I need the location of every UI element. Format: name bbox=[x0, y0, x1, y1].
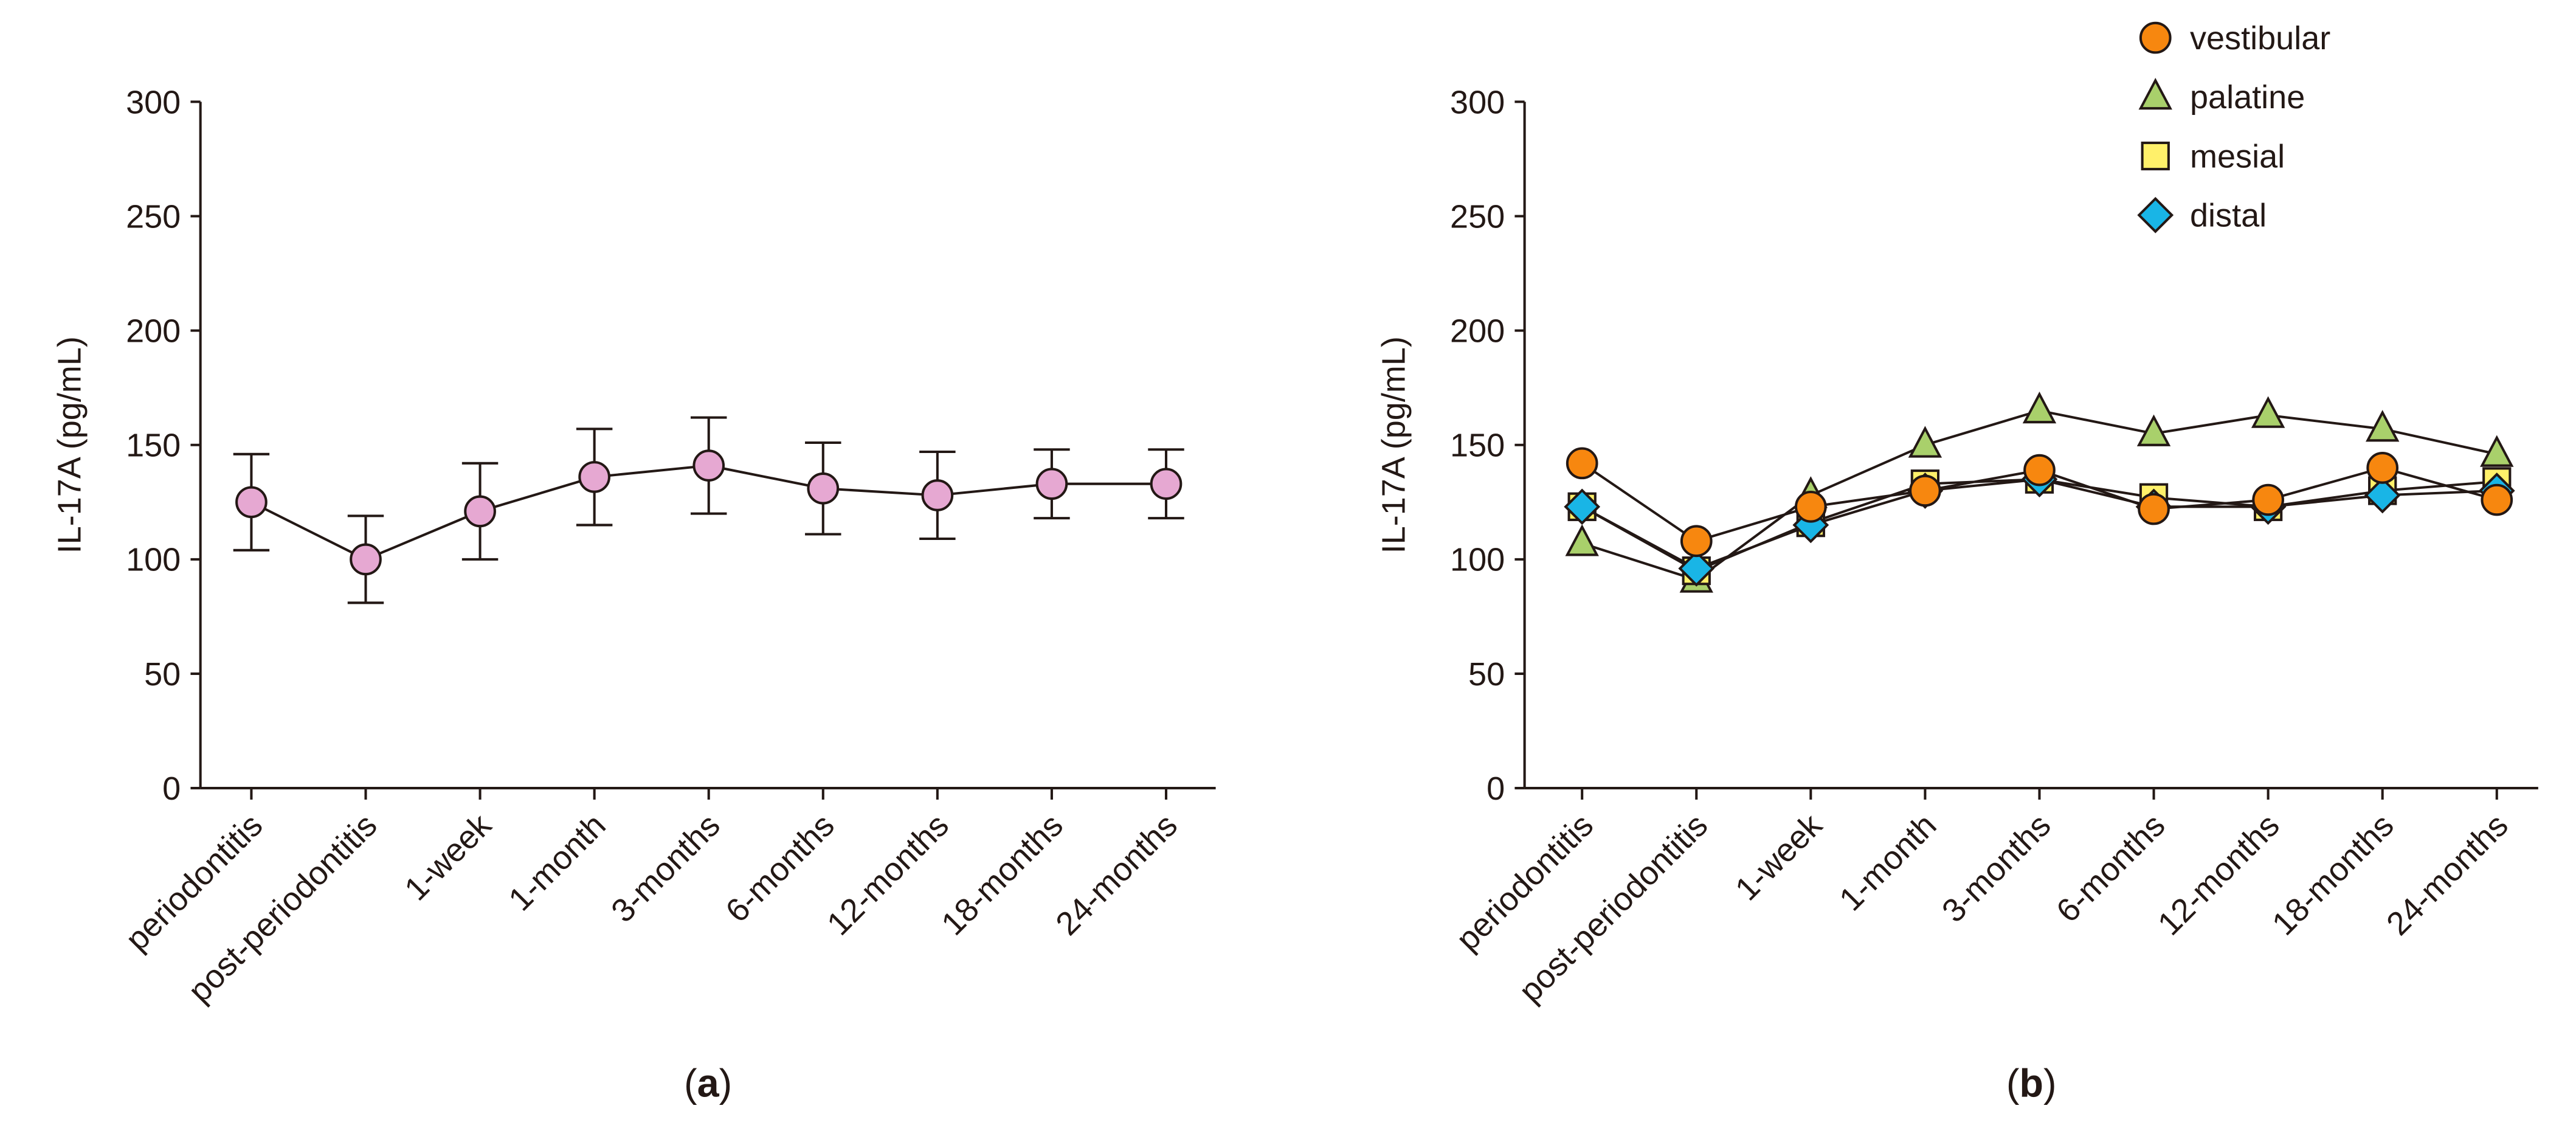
x-tick-label: 12-months bbox=[820, 807, 956, 943]
vestibular-point bbox=[1566, 447, 1598, 480]
series-mean bbox=[233, 416, 1184, 604]
y-axis-label: IL-17A (pg/mL) bbox=[51, 336, 88, 553]
y-tick-label: 150 bbox=[1450, 427, 1505, 464]
y-axis-label: IL-17A (pg/mL) bbox=[1375, 336, 1412, 553]
panel-a: 050100150200250300periodontitispost-peri… bbox=[51, 84, 1216, 1106]
mean-point bbox=[921, 479, 954, 511]
x-tick-label: 3-months bbox=[1935, 807, 2058, 930]
palatine-point bbox=[2136, 414, 2171, 446]
y-tick-label: 50 bbox=[1468, 656, 1505, 693]
y-tick-label: 250 bbox=[1450, 198, 1505, 235]
legend-palatine-marker bbox=[2138, 77, 2172, 110]
mean-point bbox=[692, 449, 725, 482]
legend-label: mesial bbox=[2190, 138, 2285, 175]
mean-point bbox=[350, 543, 382, 576]
legend-item-palatine: palatine bbox=[2138, 77, 2305, 116]
vestibular-point bbox=[1680, 525, 1713, 558]
legend-item-distal: distal bbox=[2137, 196, 2267, 234]
legend-mesial-marker bbox=[2141, 141, 2170, 171]
vestibular-point bbox=[2138, 493, 2170, 525]
y-tick-label: 300 bbox=[1450, 84, 1505, 120]
y-tick-label: 50 bbox=[144, 656, 181, 693]
x-tick-label: 1-week bbox=[1728, 806, 1829, 907]
mean-point bbox=[807, 472, 840, 505]
legend-label: distal bbox=[2190, 198, 2267, 234]
vestibular-point bbox=[2481, 483, 2513, 516]
panel-caption: (a) bbox=[684, 1061, 732, 1106]
panel-label: b bbox=[2019, 1061, 2043, 1106]
distal-point bbox=[2364, 477, 2401, 514]
distal-point bbox=[1678, 550, 1715, 587]
y-tick-label: 100 bbox=[126, 542, 181, 578]
series-vestibular bbox=[1566, 447, 2513, 558]
legend: vestibular palatine mesial distal bbox=[2137, 20, 2330, 234]
vestibular-point bbox=[1909, 474, 1941, 507]
x-tick-label: 1-week bbox=[398, 806, 499, 907]
mean-point bbox=[464, 495, 496, 528]
y-tick-label: 0 bbox=[1487, 770, 1505, 807]
palatine-point bbox=[2022, 391, 2057, 424]
mean-point bbox=[578, 461, 610, 493]
x-tick-label: post-periodontitis bbox=[1512, 807, 1714, 1009]
x-tick-label: 18-months bbox=[2265, 807, 2401, 943]
y-tick-label: 150 bbox=[126, 427, 181, 464]
x-tick-label: 1-month bbox=[1832, 807, 1944, 918]
palatine-point bbox=[2365, 410, 2400, 442]
mean-point bbox=[1035, 468, 1068, 500]
distal-point bbox=[1564, 488, 1601, 525]
y-tick-label: 250 bbox=[126, 198, 181, 235]
legend-label: palatine bbox=[2190, 79, 2305, 116]
panel-caption: (b) bbox=[2006, 1061, 2057, 1106]
mean-point bbox=[1150, 468, 1183, 500]
panel-label: a bbox=[697, 1061, 720, 1106]
legend-label: vestibular bbox=[2190, 20, 2330, 57]
mean-point bbox=[235, 486, 268, 519]
y-tick-label: 300 bbox=[126, 84, 181, 120]
x-tick-label: 18-months bbox=[934, 807, 1070, 943]
x-tick-label: post-periodontitis bbox=[181, 807, 384, 1009]
y-tick-label: 100 bbox=[1450, 542, 1505, 578]
legend-vestibular-marker bbox=[2139, 21, 2172, 54]
y-tick-label: 200 bbox=[1450, 313, 1505, 350]
legend-distal-marker bbox=[2137, 196, 2174, 234]
y-tick-label: 200 bbox=[126, 313, 181, 350]
x-tick-label: 6-months bbox=[719, 807, 841, 930]
y-tick-label: 0 bbox=[162, 770, 181, 807]
palatine-point bbox=[2480, 435, 2514, 467]
palatine-point bbox=[1565, 524, 1599, 556]
legend-item-vestibular: vestibular bbox=[2139, 20, 2330, 57]
palatine-point bbox=[2251, 396, 2285, 428]
vestibular-point bbox=[2252, 483, 2284, 516]
x-tick-label: 3-months bbox=[604, 807, 727, 930]
panel-b: 050100150200250300periodontitispost-peri… bbox=[1375, 84, 2538, 1106]
palatine-point bbox=[1908, 426, 1942, 458]
x-tick-label: 6-months bbox=[2049, 807, 2172, 930]
vestibular-point bbox=[2023, 454, 2056, 486]
x-tick-label: 24-months bbox=[1049, 807, 1184, 943]
x-tick-label: 24-months bbox=[2380, 807, 2515, 943]
vestibular-point bbox=[2366, 452, 2399, 484]
x-tick-label: 12-months bbox=[2151, 807, 2287, 943]
legend-item-mesial: mesial bbox=[2141, 138, 2285, 175]
vestibular-point bbox=[1794, 490, 1827, 523]
x-tick-label: 1-month bbox=[502, 807, 613, 918]
